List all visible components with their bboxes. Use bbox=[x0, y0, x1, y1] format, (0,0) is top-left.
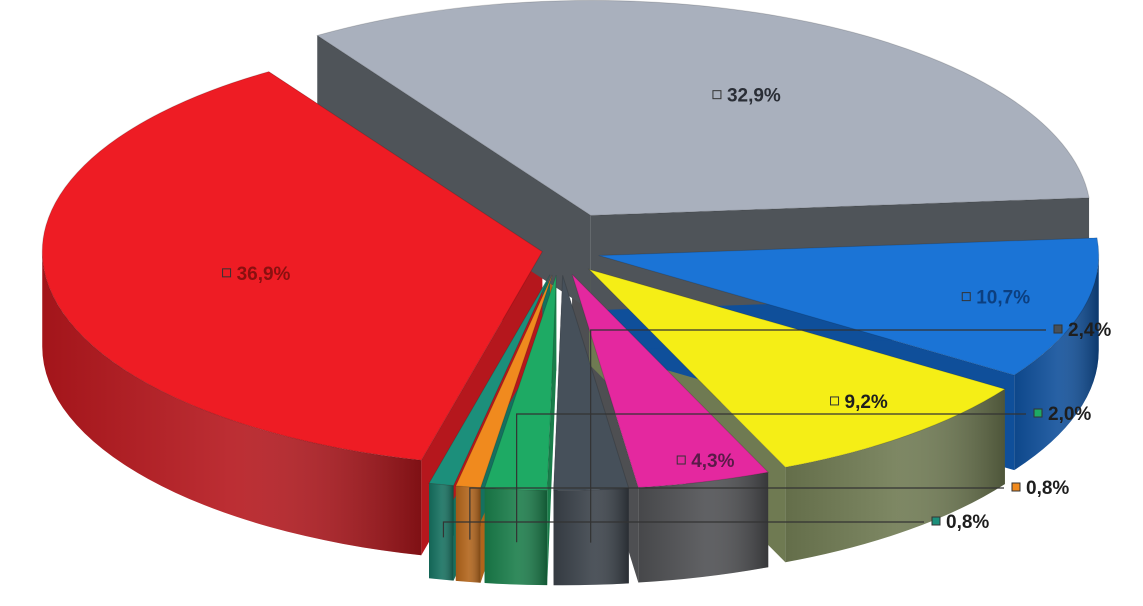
slice-tops bbox=[41, 0, 1100, 491]
legend-key-icon bbox=[961, 292, 971, 302]
slice-cut-face bbox=[547, 275, 557, 586]
leader-lines bbox=[442, 329, 1046, 543]
legend-key-icon bbox=[830, 396, 840, 406]
slice-side-shade bbox=[429, 483, 454, 581]
slice-label: 4,3% bbox=[691, 451, 734, 472]
legend-key-icon bbox=[931, 516, 941, 526]
legend-key-icon bbox=[676, 455, 686, 465]
slice-side-shade bbox=[484, 487, 548, 586]
slice-labels: 36,9% 32,9% 10,7% 9,2% 4,3% 2,4% 2,0% 0,8% 0,8% bbox=[222, 86, 1111, 533]
pie-slice bbox=[598, 237, 1100, 376]
legend-key-icon bbox=[222, 268, 232, 278]
leader-line bbox=[442, 521, 924, 538]
leader-line bbox=[516, 413, 1026, 543]
slice-label: 9,2% bbox=[845, 392, 888, 413]
slice-side-shade bbox=[638, 472, 769, 583]
pie-slice bbox=[41, 71, 543, 461]
slice-label: 0,8% bbox=[946, 512, 989, 533]
legend-key-icon bbox=[1011, 482, 1021, 492]
slice-side-shade bbox=[785, 389, 1005, 563]
pie-slice bbox=[587, 268, 1007, 468]
legend-key-icon bbox=[1033, 408, 1043, 418]
slice-label: 2,4% bbox=[1068, 320, 1111, 341]
pie-slice bbox=[428, 274, 551, 487]
slice-label: 36,9% bbox=[237, 264, 291, 285]
legend-key-icon bbox=[712, 90, 722, 100]
legend-key-icon bbox=[1053, 324, 1063, 334]
slice-label: 0,8% bbox=[1026, 478, 1069, 499]
leader-line bbox=[590, 329, 1046, 543]
slice-side-shade bbox=[42, 251, 422, 556]
slice-label: 2,0% bbox=[1048, 404, 1091, 425]
pie-slice bbox=[316, 0, 1090, 216]
slice-side-shade bbox=[455, 485, 481, 583]
slice-label: 10,7% bbox=[976, 288, 1030, 309]
slice-label: 32,9% bbox=[727, 86, 781, 107]
